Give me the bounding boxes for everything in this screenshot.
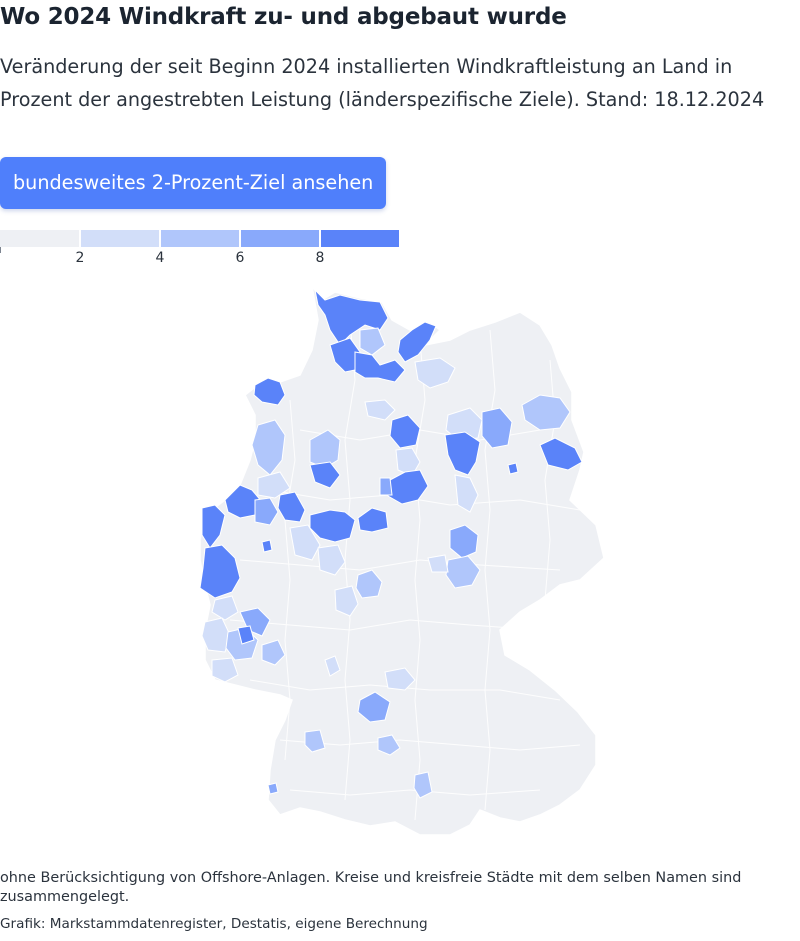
legend-bin-0 [0,230,80,247]
germany-choropleth-map[interactable] [0,280,800,845]
region-level4[interactable] [539,437,583,471]
region-level4[interactable] [389,414,421,449]
region-level4[interactable] [507,462,519,475]
legend-separator [239,230,241,247]
chart-subtitle: Veränderung der seit Beginn 2024 install… [0,55,765,111]
region-level3[interactable] [481,407,513,449]
source-credit: Grafik: Markstammdatenregister, Destatis… [0,916,428,932]
legend-bin-2 [160,230,240,247]
region-level3[interactable] [267,782,279,795]
region-level1[interactable] [384,667,416,691]
region-level1[interactable] [364,399,396,421]
legend-tick-label: 8 [315,250,325,266]
region-level2[interactable] [445,555,481,589]
region-level4[interactable] [354,351,406,383]
region-level2[interactable] [521,394,571,431]
national-target-button[interactable]: bundesweites 2-Prozent-Ziel ansehen [0,157,387,209]
region-level2[interactable] [413,771,433,799]
region-level1[interactable] [414,357,456,389]
region-level2[interactable] [377,734,401,756]
footnote: ohne Berücksichtigung von Offshore-Anlag… [0,870,742,905]
region-level4[interactable] [237,625,255,645]
region-level3[interactable] [379,477,393,496]
region-level2[interactable] [355,569,383,599]
color-legend: 2 4 6 8 [0,230,400,270]
legend-bin-3 [240,230,320,247]
legend-tick [0,247,1,253]
region-level1[interactable] [334,585,359,617]
region-level4[interactable] [387,469,429,505]
region-level2[interactable] [251,419,286,476]
region-level3[interactable] [254,497,279,526]
legend-separator [159,230,161,247]
legend-tick-label: 4 [155,250,165,266]
map-svg [199,285,605,836]
legend-tick-label: 2 [75,250,85,266]
region-level4[interactable] [397,321,437,363]
region-level1[interactable] [211,595,239,621]
chart-title: Wo 2024 Windkraft zu- und abgebaut wurde [0,4,567,30]
legend-separator [79,230,81,247]
legend-tick-label: 6 [235,250,245,266]
region-level4[interactable] [201,504,226,549]
region-level1[interactable] [257,471,291,499]
region-level4[interactable] [277,491,306,523]
region-level4[interactable] [261,539,273,553]
region-level1[interactable] [427,554,449,573]
region-level1[interactable] [201,617,231,653]
region-level4[interactable] [253,377,286,406]
region-level1[interactable] [211,657,239,683]
region-level3[interactable] [449,524,479,559]
region-level1[interactable] [317,544,346,576]
region-level4[interactable] [309,461,341,489]
region-level4[interactable] [199,544,241,599]
region-level2[interactable] [359,327,386,356]
region-level1[interactable] [395,447,421,477]
legend-bin-1 [80,230,160,247]
region-level2[interactable] [309,429,341,469]
legend-bin-4 [320,230,399,247]
region-level1[interactable] [289,524,321,561]
region-level1[interactable] [445,407,483,441]
region-level3[interactable] [357,691,391,723]
legend-separator [319,230,321,247]
region-level4[interactable] [357,507,389,533]
region-level2[interactable] [261,639,286,666]
region-level1[interactable] [454,474,479,513]
region-level4[interactable] [309,509,356,543]
region-level1[interactable] [324,655,341,677]
region-level4[interactable] [444,431,481,476]
region-level2[interactable] [304,729,326,753]
region-level4[interactable] [314,288,389,346]
